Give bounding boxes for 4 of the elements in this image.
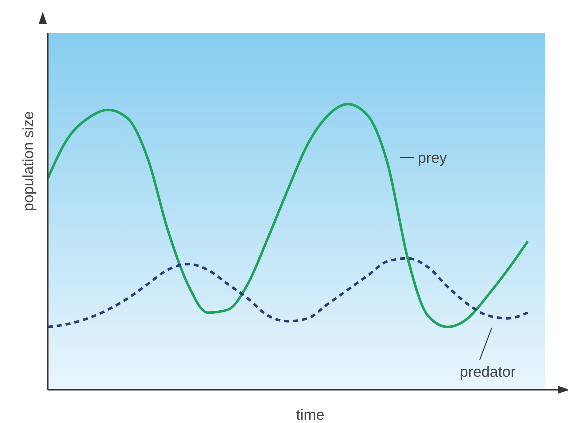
x-axis-title: time	[296, 407, 325, 423]
text: predator	[460, 364, 516, 381]
y-axis-title: population size	[20, 111, 38, 212]
series-label: prey	[418, 150, 448, 167]
